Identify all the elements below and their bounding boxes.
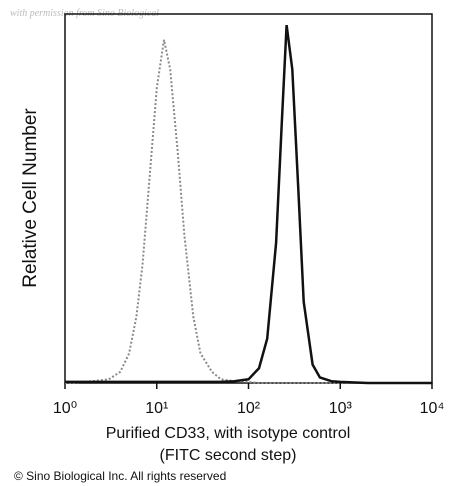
footer: © Sino Biological Inc. All rights reserv… — [14, 469, 226, 483]
x-tick-label: 10² — [237, 400, 261, 417]
x-axis-label: Purified CD33, with isotype control — [106, 425, 351, 442]
x-axis-label: (FITC second step) — [160, 447, 297, 464]
y-axis-label: Relative Cell Number — [20, 108, 41, 288]
histogram-line — [65, 24, 432, 385]
x-tick-label: 10⁰ — [53, 400, 77, 417]
x-tick-label: 10³ — [329, 400, 353, 417]
x-tick-label: 10¹ — [145, 400, 168, 417]
x-tick-label: 10⁴ — [420, 400, 445, 417]
plot-frame — [64, 13, 433, 384]
histogram-line — [64, 39, 432, 384]
